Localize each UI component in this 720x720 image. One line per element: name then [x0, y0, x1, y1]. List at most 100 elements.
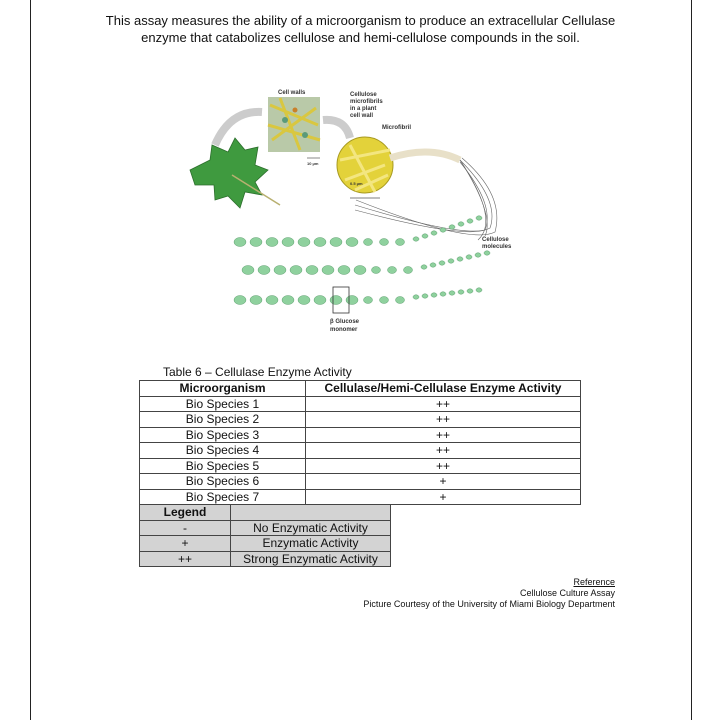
glucose-unit [439, 227, 447, 233]
intro-paragraph: This assay measures the ability of a mic… [30, 12, 691, 46]
legend-row: - No Enzymatic Activity [139, 519, 391, 536]
table-row: Bio Species 7 + [139, 488, 581, 505]
glucose-unit [265, 295, 279, 305]
glucose-unit [430, 230, 438, 236]
arrow-leaf-to-cells [211, 107, 263, 147]
glucose-unit [363, 238, 373, 246]
table-header-row: Microorganism Cellulase/Hemi-Cellulase E… [139, 380, 581, 397]
legend-meaning: Enzymatic Activity [230, 535, 391, 552]
glucose-unit [447, 258, 455, 264]
glucose-unit [457, 289, 465, 295]
glucose-unit [297, 295, 311, 305]
glucose-unit [395, 238, 405, 246]
glucose-unit [466, 218, 474, 224]
label-scale-10: 10 µm [307, 161, 319, 166]
organism-cell: Bio Species 5 [139, 457, 306, 474]
legend-table: Legend - No Enzymatic Activity + Enzymatic … [139, 504, 391, 567]
glucose-unit [421, 293, 429, 299]
cellulose-structure-figure: Cell walls Cellulose microfibrils in a p… [189, 90, 512, 333]
glucose-unit [249, 237, 263, 247]
legend-header-row: Legend [139, 504, 391, 521]
label-glucose-monomer: monomer [330, 327, 358, 333]
table-row: Bio Species 4 ++ [139, 442, 581, 459]
table-row: Bio Species 6 + [139, 473, 581, 490]
legend-symbol: ++ [139, 550, 231, 567]
activity-cell: ++ [305, 426, 581, 443]
label-microfibrils: microfibrils [350, 99, 383, 105]
label-glucose-monomer: β Glucose [330, 319, 360, 325]
table-row: Bio Species 5 ++ [139, 457, 581, 474]
glucose-unit [448, 224, 456, 230]
glucose-unit [456, 256, 464, 262]
activity-cell: ++ [305, 395, 581, 412]
label-microfibril: Microfibril [382, 125, 411, 131]
reference-title: Reference [573, 577, 615, 587]
glucose-unit [281, 237, 295, 247]
glucose-unit [438, 260, 446, 266]
reference-line: Cellulose Culture Assay [519, 588, 615, 598]
glucose-unit [466, 288, 474, 294]
cellulose-strands [354, 157, 498, 241]
legend-row: ++ Strong Enzymatic Activity [139, 550, 391, 567]
label-cellulose-molecules: Cellulose [482, 237, 509, 243]
activity-cell: + [305, 473, 581, 490]
organism-cell: Bio Species 3 [139, 426, 306, 443]
page-border-left [30, 0, 31, 720]
label-cell-walls: Cell walls [278, 90, 306, 96]
table-row: Bio Species 1 ++ [139, 395, 581, 412]
legend-meaning: No Enzymatic Activity [230, 519, 391, 536]
label-microfibrils: Cellulose [350, 92, 377, 98]
label-microfibrils: cell wall [350, 113, 373, 119]
activity-cell: ++ [305, 442, 581, 459]
glucose-monomer-box [332, 286, 350, 314]
column-header: Cellulase/Hemi-Cellulase Enzyme Activity [305, 380, 581, 397]
glucose-unit [371, 266, 381, 274]
glucose-unit [321, 265, 335, 275]
glucose-unit [273, 265, 287, 275]
glucose-unit [412, 236, 420, 242]
legend-meaning: Strong Enzymatic Activity [230, 550, 391, 567]
page-border-right [691, 0, 692, 720]
glucose-unit [474, 252, 482, 258]
glucose-chains [233, 215, 491, 305]
legend-symbol: - [139, 519, 231, 536]
glucose-unit [353, 265, 367, 275]
glucose-unit [465, 254, 473, 260]
reference-block: Reference Cellulose Culture Assay Pictur… [363, 577, 615, 610]
arrow-cells-to-fibrils [322, 115, 354, 140]
glucose-unit [421, 233, 429, 239]
table-row: Bio Species 2 ++ [139, 411, 581, 428]
glucose-unit [329, 295, 343, 305]
legend-title: Legend [139, 504, 231, 521]
microfibril-circle-image [336, 136, 394, 199]
label-microfibrils: in a plant [350, 106, 376, 112]
glucose-unit [345, 237, 359, 247]
glucose-unit [281, 295, 295, 305]
glucose-unit [289, 265, 303, 275]
glucose-unit [363, 296, 373, 304]
glucose-unit [329, 237, 343, 247]
table-row: Bio Species 3 ++ [139, 426, 581, 443]
legend-header-empty [230, 504, 391, 521]
glucose-unit [430, 292, 438, 298]
intro-line: enzyme that catabolizes cellulose and he… [141, 30, 580, 45]
glucose-unit [305, 265, 319, 275]
glucose-unit [249, 295, 263, 305]
glucose-unit [265, 237, 279, 247]
organism-cell: Bio Species 6 [139, 473, 306, 490]
glucose-unit [241, 265, 255, 275]
glucose-unit [475, 215, 483, 221]
activity-cell: + [305, 488, 581, 505]
glucose-unit [257, 265, 271, 275]
glucose-unit [439, 291, 447, 297]
activity-cell: ++ [305, 457, 581, 474]
enzyme-activity-table: Microorganism Cellulase/Hemi-Cellulase E… [139, 380, 581, 505]
glucose-unit [412, 294, 420, 300]
cell-walls-image [267, 97, 321, 159]
legend-row: + Enzymatic Activity [139, 535, 391, 552]
glucose-unit [483, 250, 491, 256]
glucose-unit [233, 237, 247, 247]
glucose-unit [297, 237, 311, 247]
glucose-unit [448, 290, 456, 296]
glucose-unit [420, 264, 428, 270]
